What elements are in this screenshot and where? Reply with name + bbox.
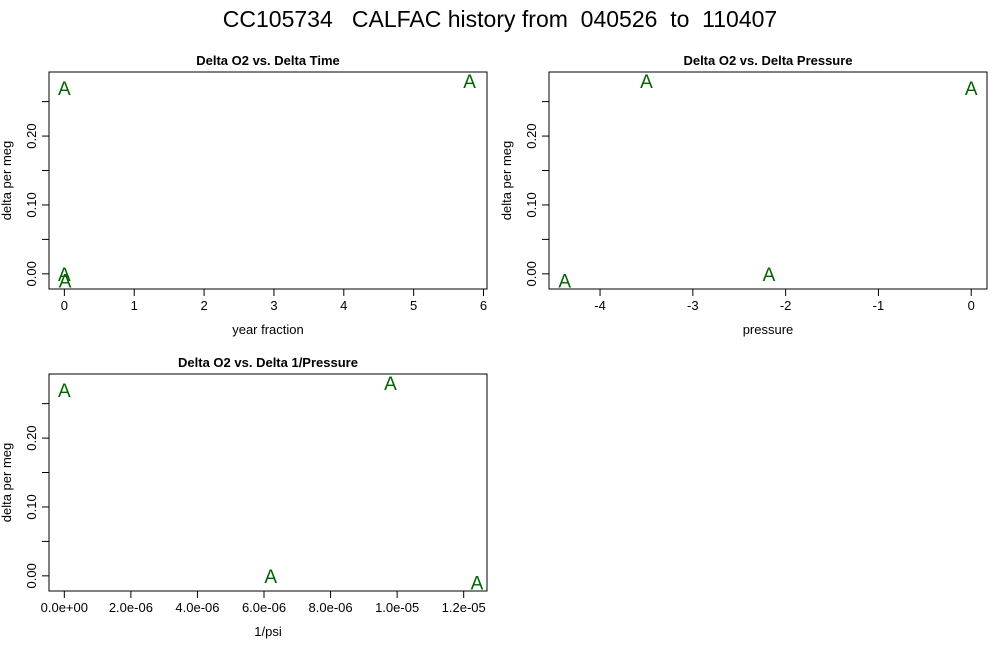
chart-title: Delta O2 vs. Delta Time bbox=[196, 53, 340, 68]
y-tick-label: 0.10 bbox=[24, 192, 39, 217]
data-point: A bbox=[463, 72, 476, 93]
x-axis-label: year fraction bbox=[232, 322, 304, 337]
data-point: A bbox=[58, 79, 71, 100]
y-tick-label: 0.00 bbox=[24, 261, 39, 286]
data-point: A bbox=[763, 265, 776, 286]
x-tick-label: 8.0e-06 bbox=[309, 600, 353, 615]
x-tick-label: -4 bbox=[594, 298, 606, 313]
x-tick-label: 2.0e-06 bbox=[109, 600, 153, 615]
x-tick-label: 1.2e-05 bbox=[442, 600, 486, 615]
chart-panel-2: Delta O2 vs. Delta Pressure -4 -3 -2 -1 0 0.00… bbox=[499, 53, 988, 337]
y-axis-label: delta per meg bbox=[0, 141, 14, 221]
x-tick-label: -3 bbox=[687, 298, 699, 313]
chart-panel-1: Delta O2 vs. Delta Time 0 1 2 3 4 5 6 0.00 0.10 0.… bbox=[0, 53, 488, 337]
x-tick-label: 0 bbox=[968, 298, 975, 313]
plot-frame bbox=[48, 373, 488, 592]
page-title: CC105734 CALFAC history from 040526 to 1… bbox=[223, 6, 777, 32]
x-axis-label: pressure bbox=[743, 322, 794, 337]
y-tick-label: 0.10 bbox=[524, 192, 539, 217]
x-tick-label: 0.0e+00 bbox=[41, 600, 88, 615]
chart-panel-3: Delta O2 vs. Delta 1/Pressure 0.0e+00 2.0e… bbox=[0, 355, 488, 639]
x-axis-label: 1/psi bbox=[254, 624, 282, 639]
x-tick-label: 4.0e-06 bbox=[175, 600, 219, 615]
x-tick-label: 1 bbox=[131, 298, 138, 313]
y-tick-label: 0.00 bbox=[524, 261, 539, 286]
x-tick-label: 2 bbox=[200, 298, 207, 313]
data-point: A bbox=[965, 79, 978, 100]
data-point: A bbox=[59, 272, 72, 293]
y-tick-label: 0.20 bbox=[24, 123, 39, 148]
x-tick-label: 4 bbox=[340, 298, 347, 313]
data-point: A bbox=[264, 567, 277, 588]
data-point: A bbox=[471, 574, 484, 595]
x-tick-label: 0 bbox=[61, 298, 68, 313]
x-tick-label: 6 bbox=[480, 298, 487, 313]
x-tick-label: -1 bbox=[873, 298, 885, 313]
data-point: A bbox=[384, 374, 397, 395]
x-tick-label: 1.0e-05 bbox=[375, 600, 419, 615]
plot-frame bbox=[48, 71, 488, 290]
data-point: A bbox=[58, 381, 71, 402]
x-tick-label: 5 bbox=[410, 298, 417, 313]
plot-frame bbox=[548, 71, 988, 290]
chart-panels: Delta O2 vs. Delta Time 0 1 2 3 4 5 6 0.00 0.10 0.… bbox=[0, 53, 988, 639]
y-tick-label: 0.00 bbox=[24, 563, 39, 588]
y-axis-label: delta per meg bbox=[0, 443, 14, 523]
x-tick-label: 6.0e-06 bbox=[242, 600, 286, 615]
x-tick-label: -2 bbox=[780, 298, 792, 313]
x-tick-label: 3 bbox=[270, 298, 277, 313]
y-tick-label: 0.20 bbox=[524, 123, 539, 148]
chart-title: Delta O2 vs. Delta Pressure bbox=[683, 53, 852, 68]
y-tick-label: 0.10 bbox=[24, 494, 39, 519]
data-point: A bbox=[58, 265, 71, 286]
chart-title: Delta O2 vs. Delta 1/Pressure bbox=[178, 355, 358, 370]
data-point: A bbox=[640, 72, 653, 93]
y-axis-label: delta per meg bbox=[499, 141, 514, 221]
y-tick-label: 0.20 bbox=[24, 425, 39, 450]
data-point: A bbox=[558, 272, 571, 293]
